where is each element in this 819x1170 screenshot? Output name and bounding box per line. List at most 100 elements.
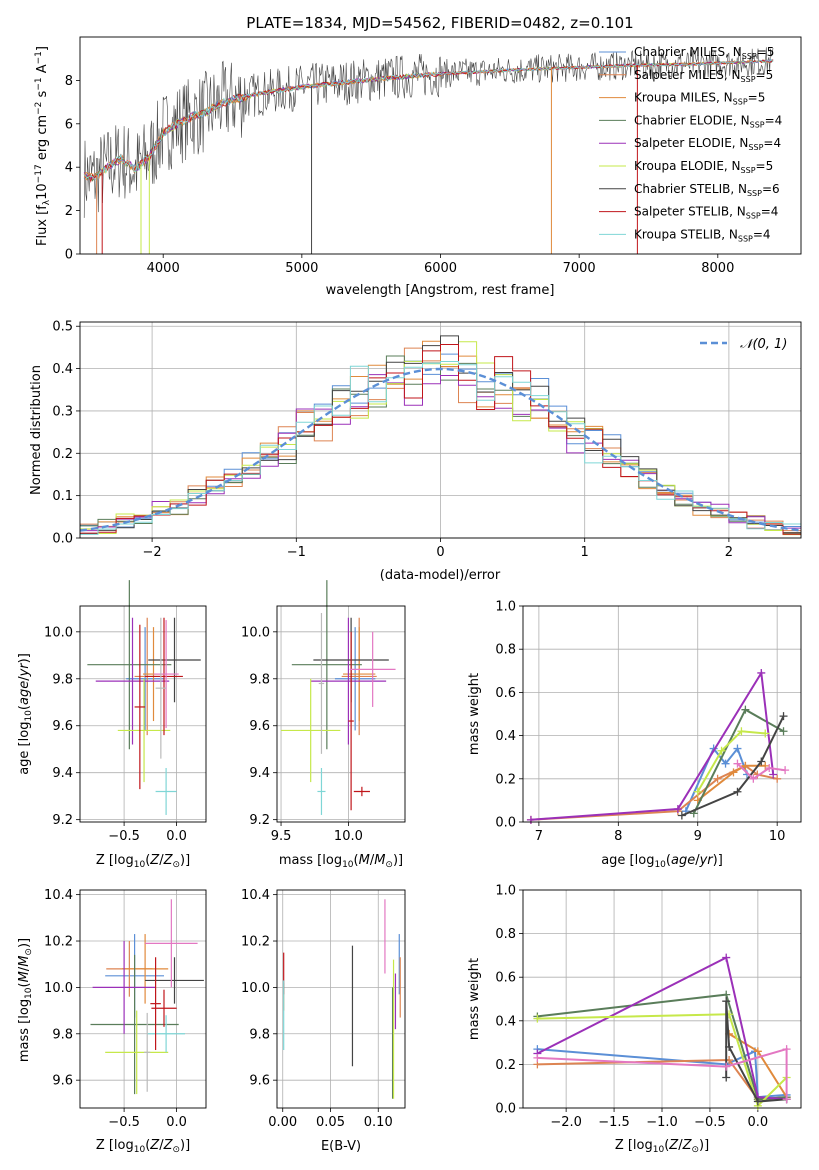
y-tick-label: 9.4 — [52, 766, 73, 781]
mass-weight-marker — [733, 787, 742, 796]
y-tick-label: 0.6 — [495, 686, 516, 701]
y-tick-label: 0.4 — [495, 729, 516, 744]
mass-weight-line — [537, 1013, 788, 1108]
mass-vs-z-x-axis-label-text: Z [log10(Z/Z⊙)] — [96, 1138, 190, 1155]
x-tick-label: 1 — [581, 545, 589, 560]
y-tick-label: 0.4 — [52, 362, 73, 377]
y-tick-label: 0.2 — [495, 772, 516, 787]
legend-entry: Kroupa STELIB, NSSP=4 — [634, 227, 771, 243]
y-tick-label: 0.6 — [495, 971, 516, 986]
mass-vs-z-y-axis-label-text: mass [log10(M/M⊙)] — [17, 938, 34, 1062]
mass-weight-vs-age-panel: 7 8 9 10 0.0 0.2 0.4 0.6 0.8 1.0 — [495, 600, 802, 844]
age-vs-mass-panel-frame — [276, 605, 406, 823]
y-tick-label: 9.6 — [52, 1074, 73, 1089]
x-tick-label: −1 — [287, 545, 306, 560]
mass-weight-marker — [779, 727, 788, 736]
mass-weight-marker — [781, 766, 790, 775]
mass-vs-z-y-axis-label: mass [log10(M/M⊙)] — [17, 938, 34, 1062]
x-tick-label: 7 — [535, 829, 543, 844]
y-tick-label: 0.8 — [495, 643, 516, 658]
age-vs-mass-panel-plot-area — [281, 580, 396, 815]
mass-weight-vs-age-panel-plot-area — [526, 668, 790, 824]
legend-entry: Chabrier ELODIE, NSSP=4 — [634, 113, 782, 129]
y-tick-label: 9.8 — [249, 672, 270, 687]
y-tick-label: 0.2 — [52, 447, 73, 462]
age-vs-mass-x-axis-label-text: mass [log10(M/M⊙)] — [279, 853, 403, 870]
spectrum-y-axis-label: Flux [fλ10−17 erg cm−2 s−1 A−1] — [34, 46, 52, 246]
x-tick-label: 2 — [725, 545, 733, 560]
mass-vs-ebv-panel: 0.00 0.05 0.10 9.6 9.8 10.0 10.2 10.4 — [241, 888, 406, 1130]
mass-weight-marker — [721, 759, 730, 768]
mass-vs-ebv-panel-plot-area — [283, 899, 401, 1099]
mass-weight-marker — [753, 1097, 762, 1106]
spectrum-line — [83, 59, 774, 184]
x-tick-label: −2.0 — [550, 1115, 582, 1130]
y-tick-label: 9.8 — [249, 1027, 270, 1042]
mass-weight-line — [697, 764, 766, 802]
age-vs-mass-x-axis-label: mass [log10(M/M⊙)] — [279, 853, 403, 870]
mass-weight-line — [536, 956, 787, 1101]
y-tick-label: 10.0 — [241, 625, 270, 640]
x-tick-label: 4000 — [147, 261, 180, 276]
age-vs-z-x-axis-label: Z [log10(Z/Z⊙)] — [96, 853, 190, 870]
mass-weight-marker — [779, 712, 788, 721]
y-tick-label: 0 — [65, 248, 73, 263]
residuals-y-axis-label: Normed distribution — [29, 365, 44, 495]
residuals-x-axis-label: (data-model)/error — [380, 568, 501, 583]
mass-weight-line — [736, 762, 786, 781]
mass-weight-vs-age-y-axis-label: mass weight — [467, 673, 482, 755]
x-tick-label: 0.00 — [268, 1115, 297, 1130]
mass-weight-marker — [693, 787, 702, 796]
x-tick-label: 0 — [436, 545, 444, 560]
mass-weight-marker — [769, 770, 778, 779]
age-vs-z-panel-plot-area — [87, 580, 201, 815]
mass-weight-marker — [722, 997, 731, 1006]
mass-weight-marker — [773, 774, 782, 783]
mass-weight-marker — [717, 746, 726, 755]
y-tick-label: 10.2 — [241, 935, 270, 950]
mass-weight-vs-age-x-axis-label-text: age [log10(age/yr)] — [601, 853, 723, 870]
mass-weight-marker — [533, 1014, 542, 1023]
legend-entry: Salpeter MILES, NSSP=5 — [634, 68, 773, 84]
legend-entry: Chabrier STELIB, NSSP=6 — [634, 182, 780, 198]
legend-entry: Salpeter STELIB, NSSP=4 — [634, 205, 778, 221]
x-tick-label: 8000 — [701, 261, 734, 276]
x-tick-label: −1.5 — [598, 1115, 630, 1130]
mass-weight-marker — [713, 774, 722, 783]
y-tick-label: 9.6 — [52, 719, 73, 734]
y-tick-label: 0.5 — [52, 320, 73, 335]
mass-weight-marker — [725, 1042, 734, 1051]
y-tick-label: 10.0 — [241, 981, 270, 996]
mass-vs-z-x-axis-label: Z [log10(Z/Z⊙)] — [96, 1138, 190, 1155]
x-tick-label: 0.0 — [166, 1115, 187, 1130]
mass-weight-vs-z-y-axis-label: mass weight — [467, 958, 482, 1040]
x-tick-label: 9 — [694, 829, 702, 844]
x-tick-label: −0.5 — [108, 829, 140, 844]
y-tick-label: 10.0 — [44, 981, 73, 996]
y-tick-label: 0.0 — [495, 816, 516, 831]
mass-weight-marker — [757, 668, 766, 677]
mass-vs-z-panel: −0.5 0.0 9.6 9.8 10.0 10.2 10.4 — [44, 888, 207, 1130]
mass-weight-line — [537, 1047, 788, 1100]
mass-weight-vs-age-panel-frame — [522, 605, 802, 823]
mass-weight-marker — [722, 1062, 731, 1071]
y-tick-label: 10.0 — [44, 625, 73, 640]
mass-weight-line — [530, 670, 775, 821]
residuals-panel-plot-area — [79, 335, 802, 536]
y-tick-label: 9.8 — [52, 1027, 73, 1042]
mass-weight-vs-z-x-axis-label: Z [log10(Z/Z⊙)] — [615, 1138, 709, 1155]
mass-weight-marker — [677, 811, 686, 820]
x-tick-label: −0.5 — [694, 1115, 726, 1130]
mass-weight-marker — [729, 768, 738, 777]
mass-weight-marker — [782, 1095, 791, 1104]
spectrum-y-axis-label-text: Flux [fλ10−17 erg cm−2 s−1 A−1] — [34, 46, 52, 246]
mass-weight-marker — [741, 705, 750, 714]
figure-title: PLATE=1834, MJD=54562, FIBERID=0482, z=0… — [246, 14, 633, 32]
mass-vs-z-panel-frame — [79, 889, 207, 1109]
y-tick-label: 0.0 — [52, 532, 73, 547]
mass-weight-line — [681, 715, 785, 817]
mass-vs-z-panel-plot-area — [90, 899, 204, 1095]
mass-weight-marker — [782, 1045, 791, 1054]
mass-weight-marker — [722, 953, 731, 962]
legend-entry: Salpeter ELODIE, NSSP=4 — [634, 136, 781, 152]
